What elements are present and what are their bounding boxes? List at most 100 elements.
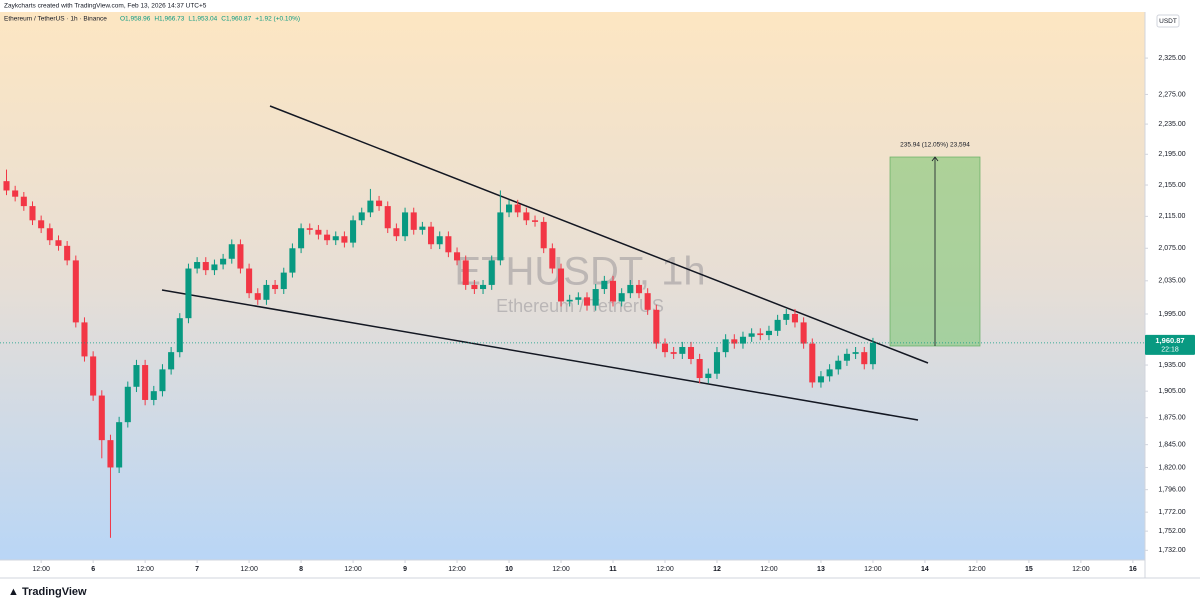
candle-body <box>713 352 721 374</box>
ohlc-value: O1,958.96 <box>120 16 151 23</box>
candle-body <box>462 260 469 285</box>
candle-body <box>436 236 443 245</box>
candle-body <box>757 333 764 336</box>
y-tick-label: 2,325.00 <box>1158 55 1185 62</box>
candle-body <box>384 206 391 229</box>
candle-body <box>393 228 400 237</box>
candle-body <box>289 248 296 273</box>
candle-body <box>765 330 772 336</box>
y-tick-label: 2,155.00 <box>1158 182 1185 189</box>
candle-body <box>81 322 88 357</box>
candle-body <box>107 440 114 468</box>
x-tick-label: 12:00 <box>864 566 882 573</box>
candle-body <box>627 284 634 294</box>
candle-body <box>644 293 651 310</box>
candle-body <box>549 248 556 269</box>
candle-body <box>90 356 97 396</box>
candle-body <box>176 318 183 353</box>
candle-body <box>869 342 876 365</box>
y-tick-label: 1,772.00 <box>1158 509 1185 516</box>
candle-body <box>557 268 565 302</box>
candle-body <box>566 299 573 302</box>
y-tick-label: 2,275.00 <box>1158 91 1185 98</box>
candle-body <box>116 422 123 468</box>
candle-body <box>531 220 539 222</box>
candle-body <box>670 352 677 354</box>
candle-body <box>791 313 798 323</box>
candle-body <box>696 359 703 379</box>
target-label: 235.94 (12.05%) 23,594 <box>900 142 970 149</box>
x-tick-label: 8 <box>299 566 303 573</box>
candle-body <box>228 244 235 259</box>
candle-body <box>358 212 365 221</box>
y-tick-label: 2,195.00 <box>1158 151 1185 158</box>
candle-body <box>575 297 582 300</box>
candle-body <box>220 258 227 265</box>
candle-body <box>852 352 859 354</box>
ohlc-value: C1,960.87 <box>221 16 251 23</box>
y-tick-label: 1,796.00 <box>1158 487 1185 494</box>
candle-body <box>150 391 157 400</box>
candle-body <box>298 228 305 249</box>
candle-body <box>454 252 461 261</box>
currency: USDT <box>1159 18 1177 25</box>
x-tick-label: 12:00 <box>32 566 50 573</box>
trend-line-upper <box>269 105 929 364</box>
candle-body <box>46 228 53 241</box>
candle-body <box>263 284 270 300</box>
candle-body <box>376 200 383 207</box>
y-tick-label: 1,995.00 <box>1158 311 1185 318</box>
candle-body <box>739 336 747 344</box>
candle-body <box>3 181 10 191</box>
brand-name: TradingView <box>22 586 87 598</box>
candle-body <box>254 293 261 300</box>
candle-body <box>843 353 850 361</box>
candle-body <box>523 212 530 221</box>
x-tick-label: 7 <box>195 566 199 573</box>
currency-box <box>1156 14 1180 28</box>
candle-body <box>315 229 322 235</box>
y-tick-label: 1,935.00 <box>1158 362 1185 369</box>
candle-body <box>592 289 599 306</box>
candle-body <box>809 343 816 383</box>
x-tick-label: 6 <box>91 566 95 573</box>
header: Zaykcharts created with TradingView.com,… <box>4 3 207 10</box>
candle-body <box>731 339 738 344</box>
ohlc-value: H1,966.73 <box>154 16 184 23</box>
x-tick-label: 11 <box>609 566 617 573</box>
candle-body <box>55 240 62 246</box>
x-tick-label: 16 <box>1129 566 1137 573</box>
candle-body <box>341 236 348 243</box>
candle-body <box>835 360 842 370</box>
y-tick-label: 2,235.00 <box>1158 121 1185 128</box>
x-tick-label: 15 <box>1025 566 1033 573</box>
candle-body <box>748 333 755 337</box>
candle-body <box>800 322 807 344</box>
y-tick-label: 2,075.00 <box>1158 245 1185 252</box>
candle-body <box>72 260 79 323</box>
candle-body <box>635 284 643 294</box>
x-tick-label: 12 <box>713 566 721 573</box>
candle-body <box>402 212 409 237</box>
candle-body <box>185 268 192 319</box>
candle-body <box>306 228 313 230</box>
candle-body <box>514 204 521 213</box>
candle-body <box>133 365 140 387</box>
candle-body <box>774 319 781 331</box>
candle-body <box>817 376 824 383</box>
x-tick-label: 12:00 <box>656 566 674 573</box>
candle-body <box>142 365 149 400</box>
candle-body <box>246 268 253 294</box>
candle-body <box>324 234 331 241</box>
y-tick-label: 1,845.00 <box>1158 442 1185 449</box>
candle-body <box>601 280 608 290</box>
candle-body <box>583 297 591 306</box>
candle-body <box>480 284 487 290</box>
y-tick-label: 1,752.00 <box>1158 528 1185 535</box>
candle-body <box>280 272 287 290</box>
watermark-title: ETHUSDT, 1h <box>454 250 705 294</box>
symbol-line: Ethereum / TetherUS · 1h · Binance <box>4 16 107 23</box>
candle-body <box>488 260 495 285</box>
candle-body <box>445 236 452 253</box>
